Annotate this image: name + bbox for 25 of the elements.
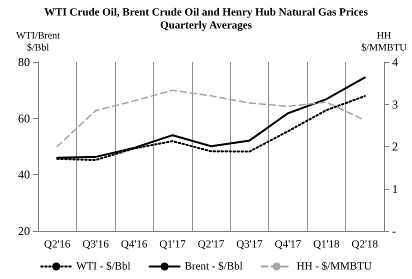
y-tick-label: 80 [18, 55, 30, 69]
chart-subtitle: Quarterly Averages [160, 20, 253, 32]
y-tick-label: 60 [18, 111, 30, 126]
x-tick-label: Q1'18 [313, 238, 340, 250]
x-tick-label: Q3'16 [82, 238, 110, 250]
legend-label: Brent - $/Bbl [184, 260, 243, 272]
y2-tick-label: 1 [392, 182, 398, 196]
y-axis-title: WTI/Brent $/Bbl [16, 30, 60, 54]
y2-tick-label: - [392, 224, 396, 238]
y-tick-label: 40 [18, 168, 30, 182]
x-tick-label: Q2'17 [198, 238, 225, 250]
y2-axis-title: HH $/MMBTU [361, 30, 408, 54]
x-tick-label: Q4'17 [274, 238, 302, 250]
y2-tick-label: 3 [392, 97, 398, 112]
y-tick-label: 20 [18, 224, 30, 238]
x-tick-label: Q2'16 [44, 238, 71, 250]
x-tick-label: Q2'18 [352, 238, 378, 250]
x-tick-label: Q1'17 [159, 238, 186, 250]
chart-title: WTI Crude Oil, Brent Crude Oil and Henry Hub Natural Gas Prices [44, 6, 369, 18]
y2-tick-label: 4 [392, 55, 398, 69]
x-tick-label: Q3'17 [236, 238, 264, 250]
legend-label: WTI - $/Bbl [76, 260, 131, 272]
legend-label: HH - $/MMBTU [296, 260, 372, 272]
y2-tick-label: 2 [392, 140, 398, 154]
x-tick-label: Q4'16 [120, 238, 148, 250]
